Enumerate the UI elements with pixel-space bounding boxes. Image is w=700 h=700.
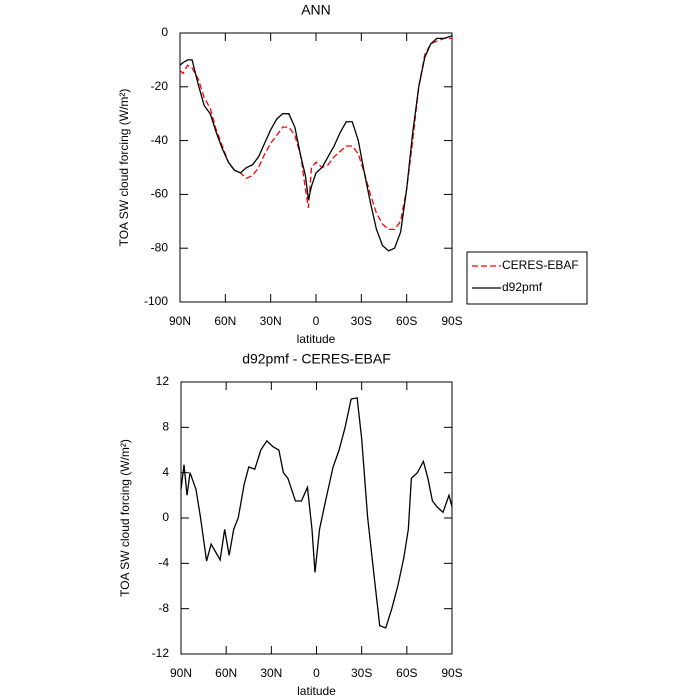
- chart-title: d92pmf - CERES-EBAF: [242, 351, 391, 367]
- x-tick-label: 90N: [169, 314, 191, 328]
- x-axis-label: latitude: [297, 684, 336, 698]
- x-tick-label: 30N: [260, 314, 282, 328]
- y-tick-label: 12: [156, 374, 170, 388]
- y-tick-label: -40: [151, 133, 169, 147]
- y-axis-label: TOA SW cloud forcing (W/m²): [117, 89, 131, 247]
- y-tick-label: -60: [151, 187, 169, 201]
- y-axis-label: TOA SW cloud forcing (W/m²): [118, 439, 132, 597]
- x-tick-label: 60S: [396, 666, 417, 680]
- legend-label: CERES-EBAF: [502, 258, 579, 272]
- data-line: [180, 397, 453, 629]
- y-tick-label: -12: [152, 646, 170, 660]
- plot-frame: [180, 381, 453, 655]
- legend-label: d92pmf: [502, 280, 543, 294]
- y-tick-label: 0: [162, 510, 169, 524]
- x-tick-label: 30N: [260, 666, 282, 680]
- y-tick-label: -100: [144, 294, 168, 308]
- x-tick-label: 90N: [170, 666, 192, 680]
- data-line: [179, 35, 453, 252]
- x-tick-label: 60N: [214, 314, 236, 328]
- plot-frame: [179, 32, 453, 303]
- x-tick-label: 90S: [441, 314, 462, 328]
- x-tick-label: 0: [313, 666, 320, 680]
- y-tick-label: -8: [158, 601, 169, 615]
- x-axis-label: latitude: [297, 332, 336, 346]
- x-tick-label: 30S: [351, 314, 372, 328]
- x-tick-label: 60S: [396, 314, 417, 328]
- y-tick-label: -4: [158, 556, 169, 570]
- x-tick-label: 0: [313, 314, 320, 328]
- x-tick-label: 30S: [351, 666, 372, 680]
- x-tick-label: 90S: [441, 666, 462, 680]
- y-tick-label: -80: [151, 240, 169, 254]
- chart-title: ANN: [301, 2, 331, 18]
- y-tick-label: -20: [151, 79, 169, 93]
- y-tick-label: 8: [162, 420, 169, 434]
- y-tick-label: 4: [162, 465, 169, 479]
- y-tick-label: 0: [161, 25, 168, 39]
- x-tick-label: 60N: [215, 666, 237, 680]
- data-line: [179, 37, 452, 231]
- legend-box: [466, 251, 588, 305]
